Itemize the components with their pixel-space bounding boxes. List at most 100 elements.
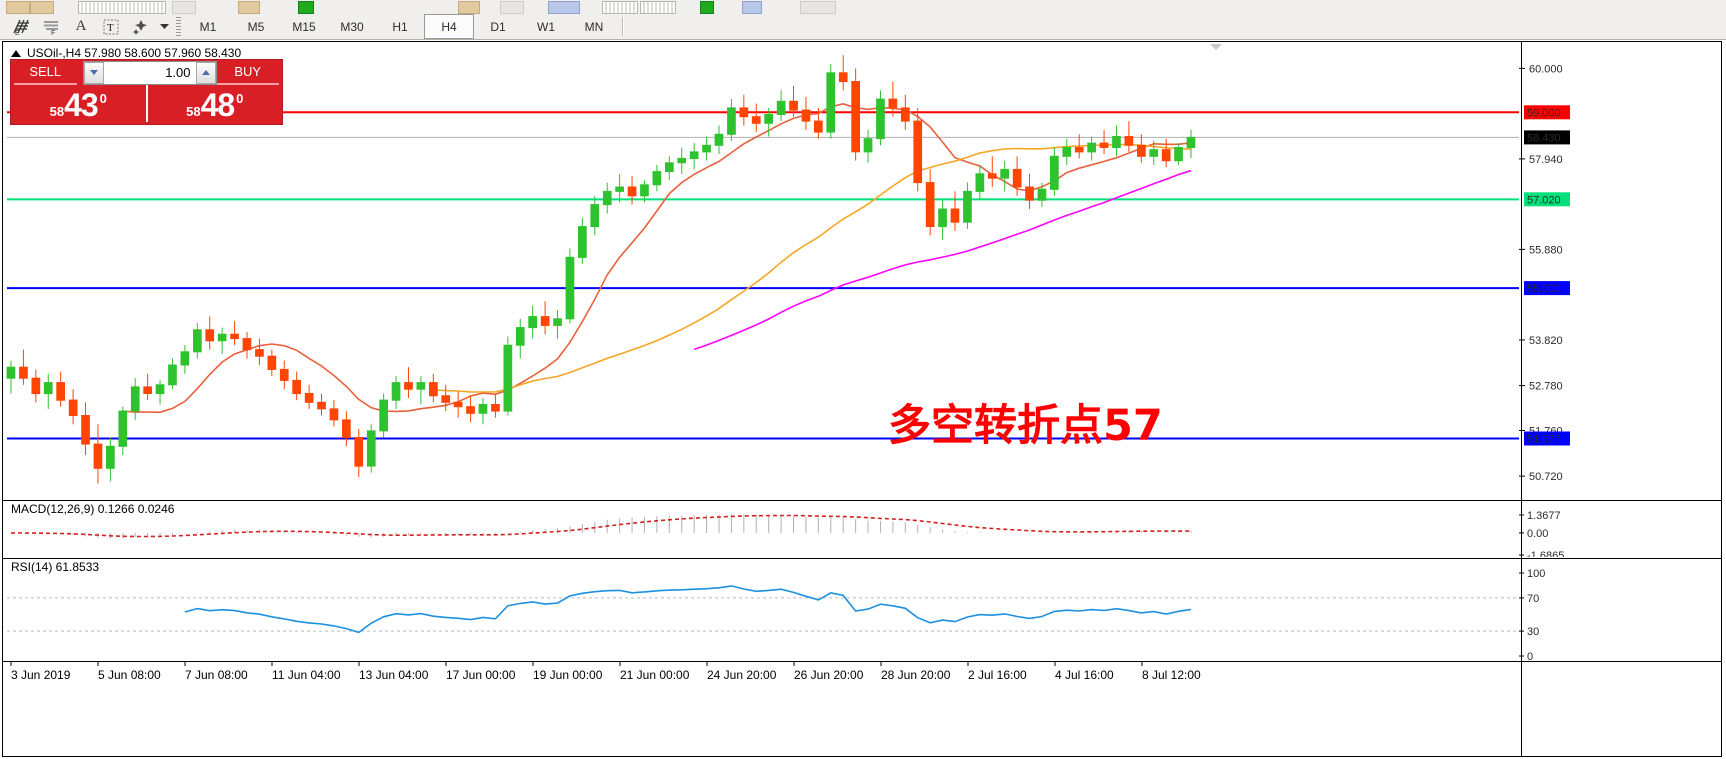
price-highlight-label: 58.430	[1527, 132, 1561, 144]
candle-body	[1161, 149, 1171, 162]
collapse-arrow-icon[interactable]	[1210, 44, 1222, 50]
toolbar-ghost-icon[interactable]	[30, 1, 54, 14]
candle-body	[205, 329, 215, 342]
candle-body	[1062, 147, 1072, 157]
toolbar-ghost-icon[interactable]	[458, 1, 480, 14]
time-tick-label: 21 Jun 00:00	[620, 668, 690, 682]
ma-red	[122, 102, 1192, 414]
toolbar-ghost-field[interactable]	[78, 1, 166, 14]
time-tick-label: 3 Jun 2019	[11, 668, 71, 682]
expand-triangle-icon[interactable]	[11, 49, 21, 57]
candle-body	[528, 316, 537, 329]
candle-body	[1025, 186, 1034, 201]
timeframe-mn[interactable]: MN	[584, 19, 604, 34]
svg-text:E: E	[15, 30, 20, 36]
toolbar-ghost-icon[interactable]	[548, 1, 580, 14]
chevron-down-icon[interactable]	[156, 15, 172, 38]
candle-body	[540, 316, 550, 326]
time-tick-label: 8 Jul 12:00	[1142, 668, 1201, 682]
candle-body	[93, 443, 103, 469]
toolbar-grip[interactable]	[176, 17, 181, 36]
buy-button[interactable]: BUY	[216, 60, 279, 85]
price-tick-label: 57.940	[1529, 154, 1563, 166]
toolbar-ghost-icon[interactable]	[172, 1, 196, 14]
toolbar-ghost-icon-green[interactable]	[298, 1, 314, 14]
chart-frame[interactable]: 多空转折点57 60.000 57.940 55.880 53.820 52.780 51.…	[2, 41, 1722, 757]
toolbar-ghost-icon[interactable]	[6, 1, 30, 14]
rsi-tick-label: 30	[1527, 626, 1539, 638]
candle-body	[677, 157, 687, 164]
candle-body	[515, 327, 525, 346]
volume-increment-button[interactable]	[195, 61, 216, 84]
rsi-line	[184, 585, 1192, 634]
candle-body	[1112, 136, 1121, 148]
candle-body	[366, 430, 376, 467]
volume-decrement-button[interactable]	[83, 61, 104, 84]
price-highlight-box	[1524, 431, 1570, 446]
toolbar-ghost-icon[interactable]	[238, 1, 260, 14]
timeframe-h4[interactable]: H4	[424, 14, 474, 39]
toolbar-ghost-icon[interactable]	[742, 1, 762, 14]
sell-button[interactable]: SELL	[14, 60, 77, 85]
toolbar-ghost-field[interactable]	[640, 1, 676, 14]
candle-body	[230, 333, 239, 340]
upper-toolbar-strip[interactable]	[0, 0, 1726, 15]
timeframe-m15[interactable]: M15	[292, 19, 316, 34]
price-highlight-box	[1524, 130, 1570, 145]
symbol-header: USOil-,H4 57.980 58.600 57.960 58.430	[11, 46, 241, 60]
time-axis[interactable]: 3 Jun 2019 5 Jun 08:00 7 Jun 08:00 11 Jun 0…	[3, 661, 1721, 757]
candle-body	[615, 186, 624, 192]
price-pane[interactable]: 多空转折点57 60.000 57.940 55.880 53.820 52.780 51.…	[3, 42, 1721, 499]
templates-icon[interactable]: F	[36, 15, 66, 38]
one-click-trade-panel[interactable]: SELL 1.00 BUY 58 43 0 58 48 0	[10, 59, 283, 125]
indicators-icon[interactable]: E	[6, 15, 36, 38]
macd-tick-label: -1.6865	[1527, 550, 1564, 557]
toolbar-ghost-icon[interactable]	[500, 1, 524, 14]
toolbar-ghost-field[interactable]	[800, 1, 836, 14]
candle-body	[1087, 142, 1097, 153]
volume-stepper[interactable]: 1.00	[82, 60, 217, 85]
candle-body	[814, 120, 823, 133]
sell-price-big-figure: 58	[49, 104, 65, 119]
buy-price-display[interactable]: 58 48 0	[145, 85, 283, 122]
price-tick-label: 55.880	[1529, 244, 1563, 256]
text-box-icon[interactable]: T	[96, 15, 126, 38]
timeframe-m30[interactable]: M30	[340, 19, 364, 34]
timeframe-m5[interactable]: M5	[247, 19, 265, 34]
macd-pane[interactable]: 1.3677 0.00 -1.6865 MACD(12,26,9) 0.1266 0…	[3, 500, 1721, 558]
candle-body	[640, 184, 649, 197]
timeframe-m1[interactable]: M1	[199, 19, 217, 34]
candle-body	[1074, 147, 1084, 153]
rsi-chart-svg[interactable]: 100 70 30 0	[3, 559, 1721, 660]
timeframe-h1[interactable]: H1	[392, 19, 408, 34]
candle-body	[81, 415, 90, 445]
rsi-pane[interactable]: 100 70 30 0 RSI(14) 61.8533	[3, 558, 1721, 661]
candle-body	[851, 81, 860, 153]
time-tick-label: 5 Jun 08:00	[98, 668, 161, 682]
candle-body	[578, 226, 587, 258]
timeframe-d1[interactable]: D1	[490, 19, 506, 34]
price-chart-svg[interactable]: 多空转折点57 60.000 57.940 55.880 53.820 52.780 51.…	[3, 42, 1721, 499]
macd-label: MACD(12,26,9) 0.1266 0.0246	[11, 502, 175, 516]
candle-body	[1186, 136, 1196, 149]
toolbar-ghost-field[interactable]	[602, 1, 638, 14]
chart-toolbar[interactable]: E F A T M1 M5 M15 M30 H1 H4 D1 W1 MN	[0, 14, 1726, 40]
price-scale-divider	[1521, 42, 1522, 756]
candle-body	[130, 386, 140, 412]
candle-body	[6, 366, 16, 379]
macd-chart-svg[interactable]: 1.3677 0.00 -1.6865	[3, 501, 1721, 557]
text-label-icon[interactable]: A	[75, 18, 87, 34]
sell-price-display[interactable]: 58 43 0	[11, 85, 146, 122]
candle-body	[180, 351, 190, 366]
svg-text:F: F	[51, 30, 55, 36]
ma-magenta	[693, 169, 1192, 351]
timeframe-w1[interactable]: W1	[537, 19, 555, 34]
candle-body	[354, 437, 364, 467]
volume-input[interactable]: 1.00	[165, 65, 191, 80]
candle-body	[739, 107, 749, 118]
objects-icon[interactable]	[126, 15, 156, 38]
candle-body	[590, 204, 600, 228]
candle-body	[913, 120, 923, 184]
price-highlight-label: 57.020	[1527, 194, 1561, 206]
toolbar-ghost-icon-green[interactable]	[700, 1, 714, 14]
